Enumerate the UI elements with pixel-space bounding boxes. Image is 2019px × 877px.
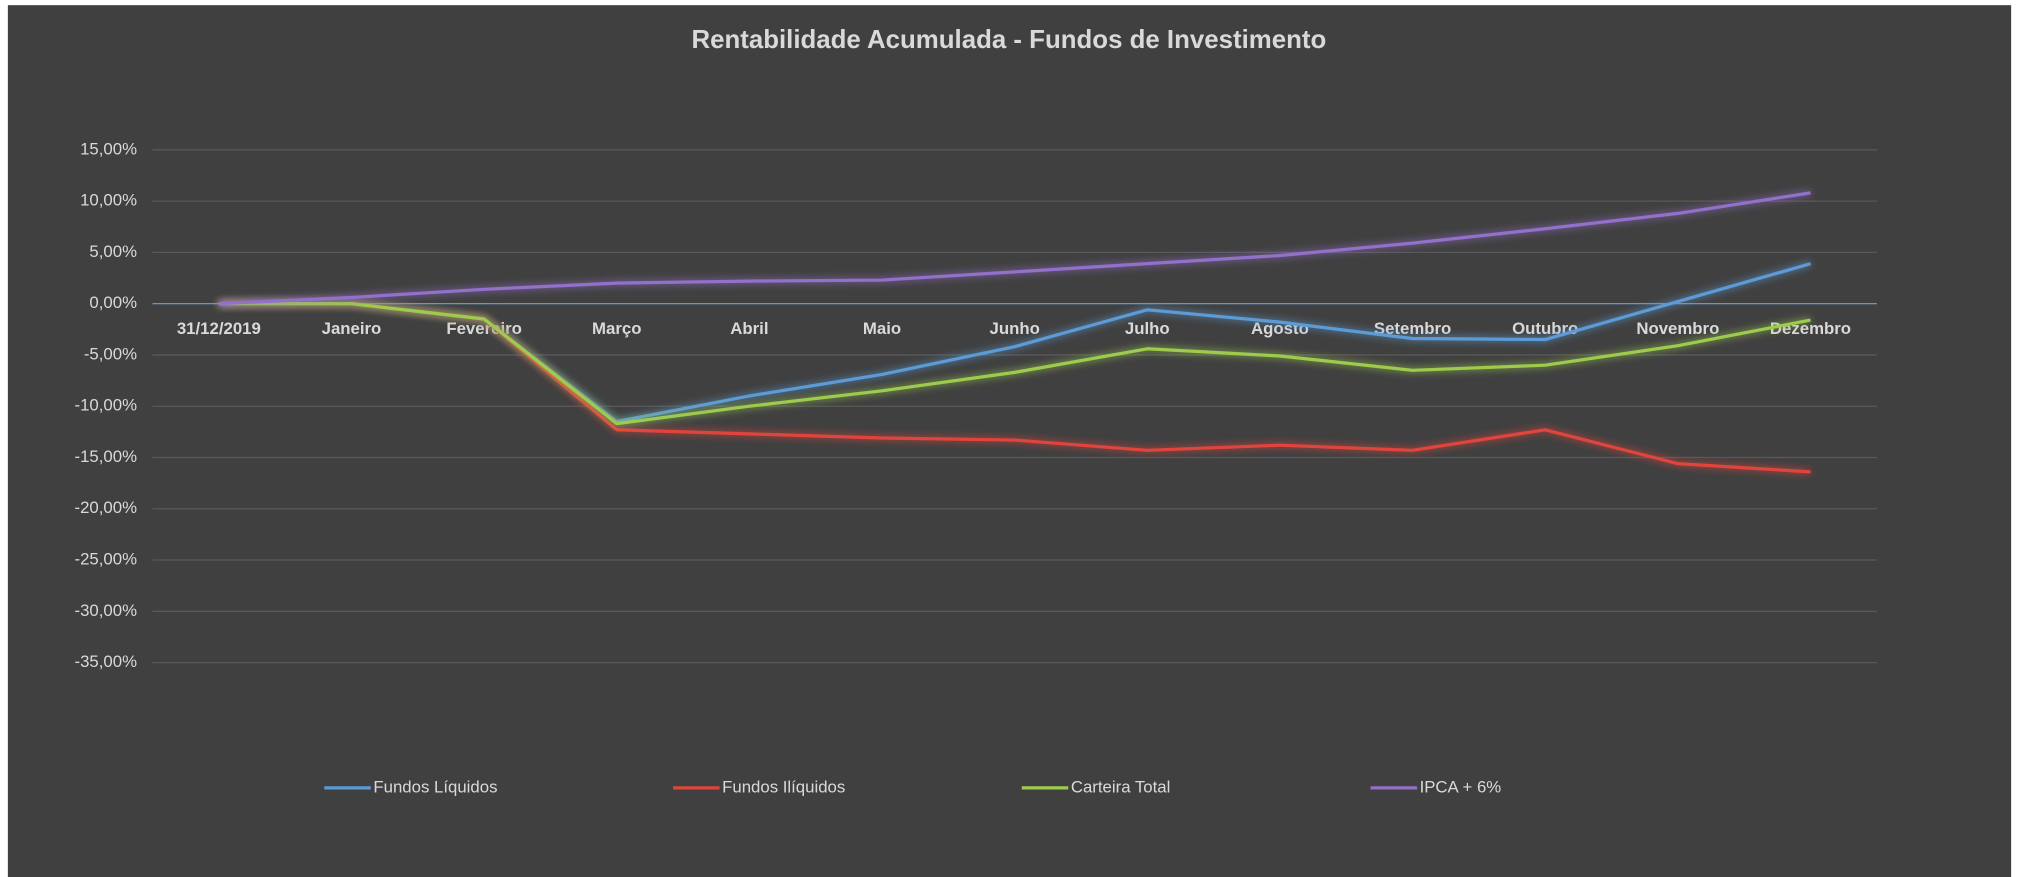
y-tick-label: -5,00%	[84, 344, 137, 363]
series-line	[218, 191, 1811, 306]
x-tick-label: Março	[592, 319, 641, 338]
y-tick-label: 15,00%	[80, 139, 137, 158]
series-line	[218, 302, 1811, 426]
y-tick-label: -15,00%	[75, 447, 138, 466]
x-tick-label: Abril	[730, 319, 768, 338]
x-tick-label: Dezembro	[1770, 319, 1851, 338]
legend-label: IPCA + 6%	[1420, 777, 1502, 796]
y-tick-label: -35,00%	[75, 652, 138, 671]
x-tick-label: 31/12/2019	[177, 319, 261, 338]
x-tick-label: Fevereiro	[446, 319, 522, 338]
legend-label: Carteira Total	[1071, 777, 1171, 796]
y-tick-label: 5,00%	[89, 242, 137, 261]
x-tick-label: Julho	[1125, 319, 1170, 338]
chart-title: Rentabilidade Acumulada - Fundos de Inve…	[691, 26, 1326, 54]
legend-label: Fundos Ilíquidos	[722, 777, 845, 796]
x-tick-label: Junho	[989, 319, 1039, 338]
y-tick-label: 0,00%	[89, 293, 137, 312]
x-tick-label: Maio	[863, 319, 901, 338]
legend-label: Fundos Líquidos	[373, 777, 497, 796]
x-tick-label: Novembro	[1636, 319, 1719, 338]
y-tick-label: -30,00%	[75, 601, 138, 620]
y-tick-label: -25,00%	[75, 549, 138, 568]
x-tick-label: Janeiro	[322, 319, 382, 338]
x-tick-label: Outubro	[1512, 319, 1578, 338]
y-tick-label: -10,00%	[75, 396, 138, 415]
x-tick-label: Setembro	[1374, 319, 1451, 338]
y-tick-label: 10,00%	[80, 191, 137, 210]
y-tick-label: -20,00%	[75, 498, 138, 517]
